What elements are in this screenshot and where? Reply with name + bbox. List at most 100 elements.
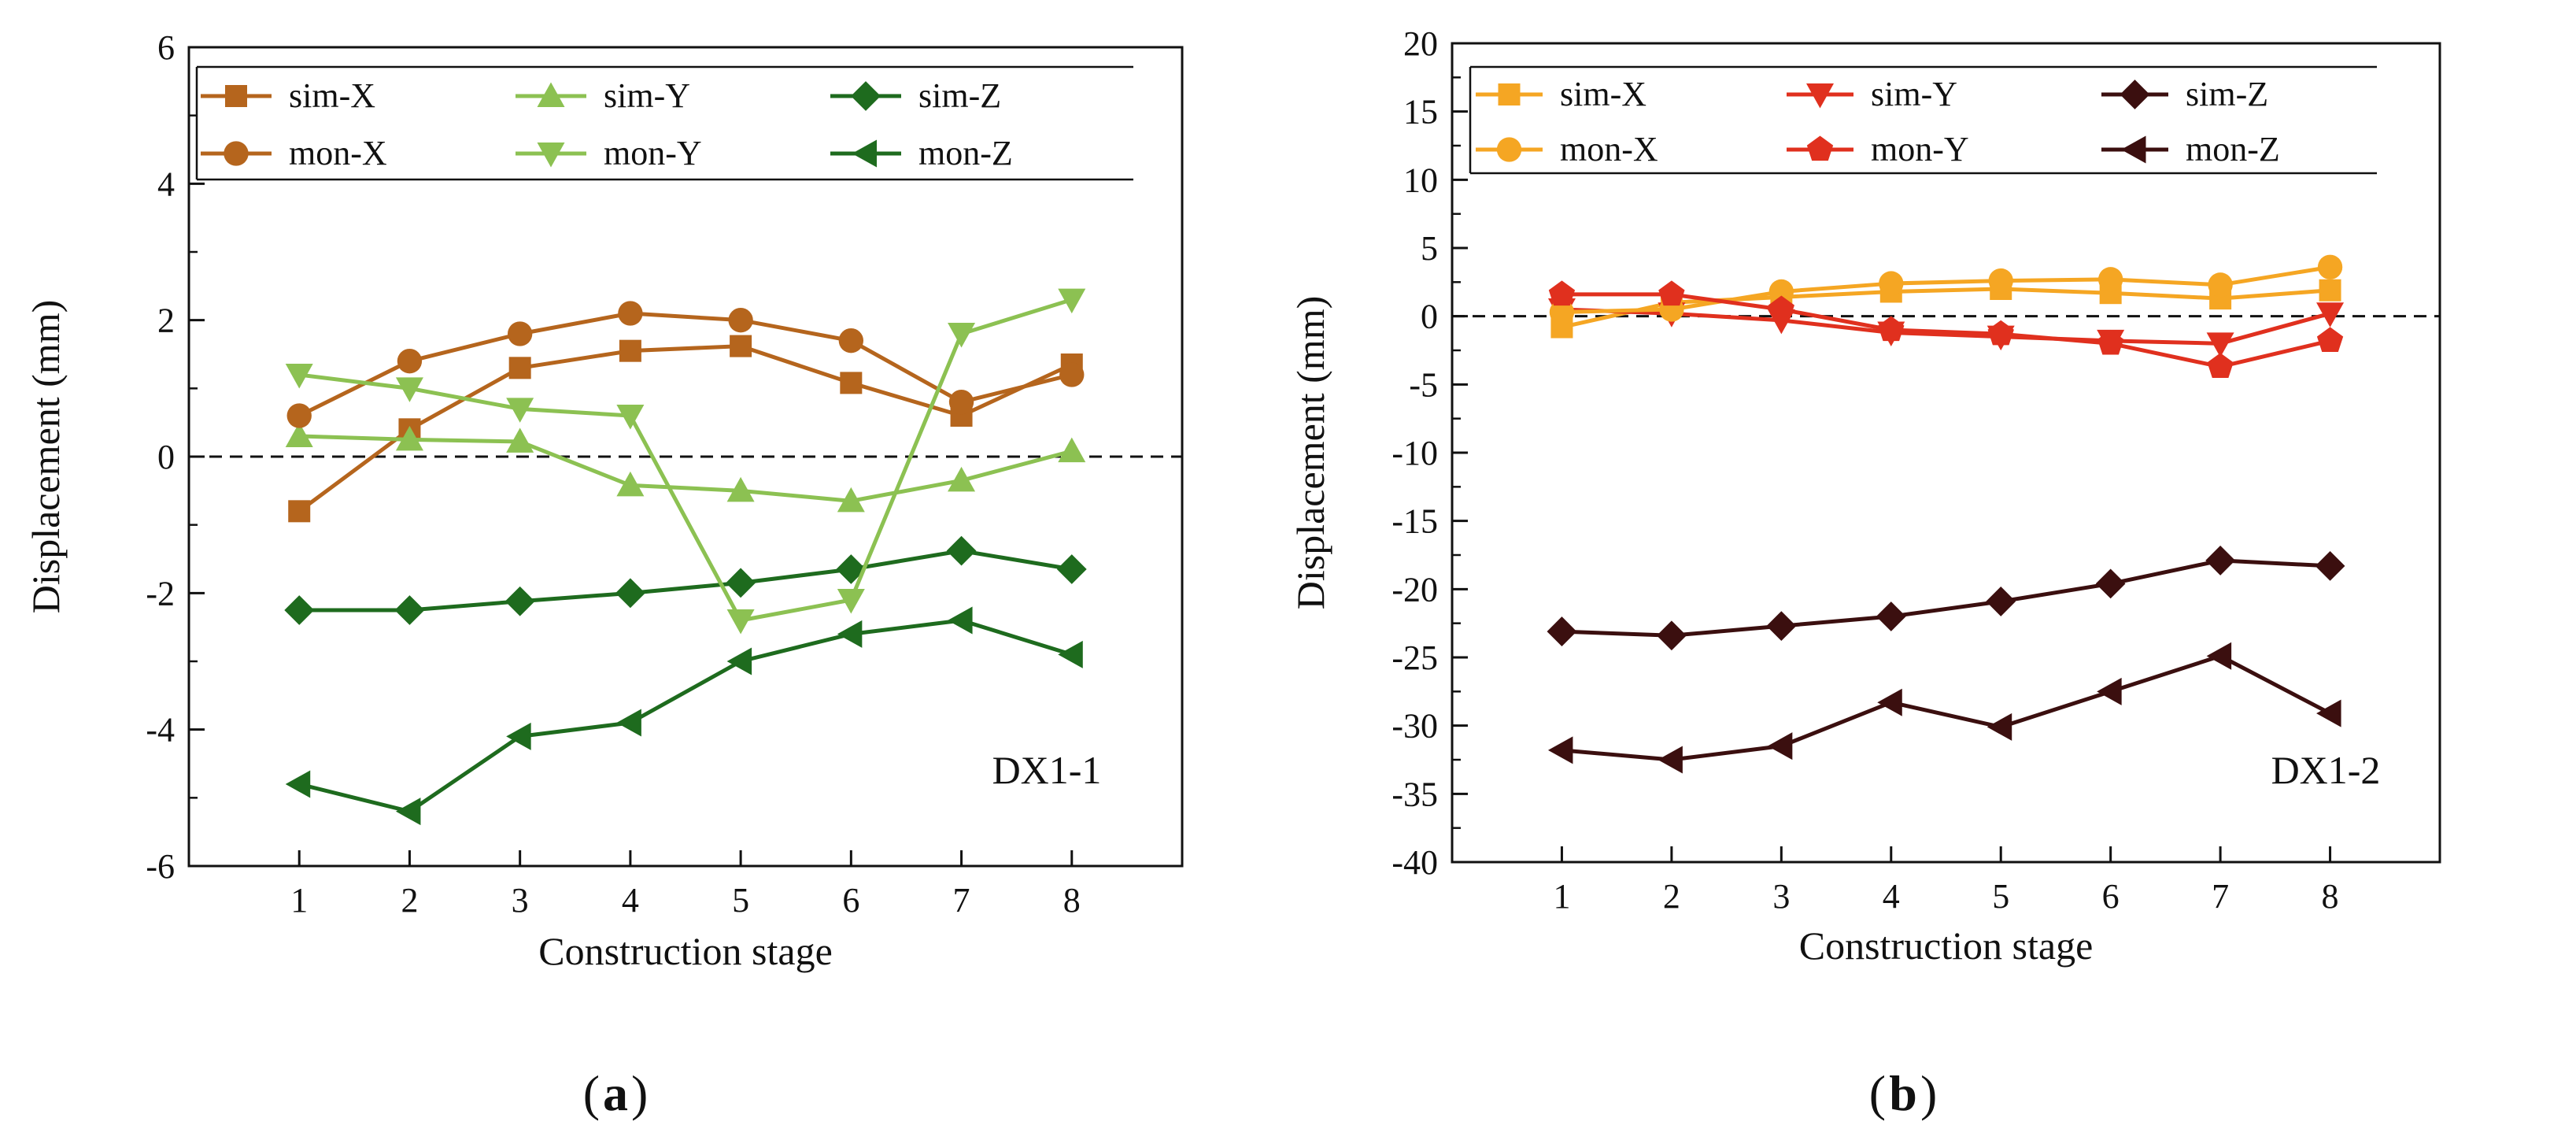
data-point-sim-Z — [1056, 554, 1087, 584]
data-point-mon-Z — [2097, 677, 2122, 705]
x-axis-label: Construction stage — [538, 929, 833, 973]
legend-entry-sim-X: sim-X — [1476, 75, 1646, 113]
legend-a: sim-X sim-Y sim-Z mon-X mon-Y mon-Z — [195, 65, 1133, 181]
data-point-mon-Z — [1547, 736, 1573, 764]
legend-label-sim-Y: sim-Y — [604, 76, 690, 115]
data-point-mon-Z — [1987, 712, 2012, 741]
legend-marker-sim-Z — [851, 81, 881, 111]
data-point-sim-Y — [726, 476, 755, 502]
x-tick-label: 4 — [1883, 877, 1900, 916]
legend-marker-mon-Z — [852, 139, 877, 168]
data-point-sim-X — [840, 372, 863, 394]
legend-entry-mon-Y: mon-Y — [516, 134, 702, 172]
data-point-mon-X — [618, 301, 643, 326]
x-tick-label: 8 — [2322, 877, 2339, 916]
legend-entry-sim-Y: sim-Y — [1787, 75, 1957, 113]
legend-label-sim-Y: sim-Y — [1871, 75, 1957, 113]
data-point-mon-Y — [1768, 295, 1794, 321]
legend-marker-sim-Y — [1806, 83, 1834, 109]
data-point-sim-Z — [726, 568, 756, 598]
data-point-mon-Z — [616, 709, 641, 737]
y-tick-label: -30 — [1391, 707, 1438, 746]
legend-label-sim-Z: sim-Z — [918, 76, 1001, 115]
y-tick-label: -40 — [1391, 843, 1438, 882]
data-point-sim-Z — [1766, 611, 1797, 642]
series-sim-Y — [285, 422, 1086, 513]
legend-entry-mon-Y: mon-Y — [1787, 130, 1969, 168]
y-tick-label: 4 — [157, 165, 175, 203]
data-point-sim-Z — [1656, 620, 1687, 651]
series-mon-Y — [1548, 280, 2344, 378]
data-point-mon-Y — [948, 323, 976, 348]
series-sim-Z — [1547, 546, 2345, 651]
series-line-mon-Z — [298, 618, 1073, 814]
data-point-mon-X — [2317, 254, 2343, 279]
data-point-sim-X — [508, 357, 531, 379]
series-line-sim-Z — [299, 549, 1073, 613]
x-tick-label: 4 — [622, 881, 639, 920]
y-axis-label: Displacement (mm) — [24, 300, 68, 614]
data-point-mon-X — [1059, 362, 1085, 387]
data-point-mon-X — [507, 321, 533, 346]
data-point-sim-Z — [284, 595, 315, 625]
x-tick-label: 7 — [2212, 877, 2229, 916]
legend-marker-sim-Z — [2120, 80, 2150, 109]
x-tick-label: 1 — [1553, 877, 1570, 916]
data-point-sim-Z — [1876, 601, 1906, 631]
data-point-mon-Y — [506, 398, 534, 423]
x-tick-label: 2 — [1663, 877, 1680, 916]
series-line-mon-X — [298, 311, 1073, 418]
data-point-mon-X — [838, 328, 864, 353]
data-point-mon-X — [397, 348, 423, 374]
legend-entry-sim-Z: sim-Z — [830, 76, 1001, 115]
x-tick-label: 7 — [953, 881, 970, 920]
y-tick-label: -2 — [146, 574, 175, 613]
legend-label-sim-Z: sim-Z — [2186, 75, 2268, 113]
data-point-sim-Y — [616, 471, 645, 497]
y-tick-label: 0 — [1421, 298, 1438, 336]
data-point-mon-Z — [2316, 699, 2341, 727]
chart-panel-b: ( b ) -40 -35 -30 -25 -20 -15 -10 -5 0 5 10 15 20 1 2 3… — [1288, 24, 2441, 1121]
series-sim-Z — [284, 535, 1087, 625]
data-point-mon-X — [1549, 299, 1575, 325]
data-point-mon-Z — [726, 647, 752, 675]
legend-label-mon-Z: mon-Z — [2186, 130, 2280, 168]
data-point-mon-X — [1988, 268, 2013, 294]
y-tick-label: 6 — [157, 28, 175, 67]
legend-entry-sim-Y: sim-Y — [516, 76, 690, 115]
x-tick-label: 3 — [1772, 877, 1790, 916]
data-point-mon-Y — [395, 377, 423, 402]
series-mon-Z — [1547, 642, 2341, 774]
legend-label-mon-Y: mon-Y — [1871, 130, 1969, 168]
data-point-sim-Y — [948, 466, 976, 492]
data-point-mon-Y — [1878, 316, 1905, 342]
series-line-mon-Y — [298, 298, 1073, 623]
x-tick-label: 5 — [1992, 877, 2009, 916]
data-point-sim-Z — [946, 535, 977, 566]
legend-entry-mon-X: mon-X — [1476, 130, 1658, 168]
data-point-mon-Z — [837, 620, 863, 648]
data-point-sim-X — [2319, 279, 2341, 302]
series-mon-Z — [285, 606, 1083, 826]
data-point-mon-X — [286, 403, 312, 428]
data-point-mon-Y — [2097, 329, 2124, 355]
legend-label-sim-X: sim-X — [1560, 75, 1646, 113]
x-tick-label: 6 — [2102, 877, 2120, 916]
caption-b-open: ( — [1869, 1065, 1886, 1121]
data-point-mon-Y — [616, 405, 645, 430]
data-point-mon-Y — [2207, 353, 2234, 378]
data-point-sim-Z — [2205, 546, 2236, 576]
caption-a-open: ( — [583, 1065, 600, 1121]
chart-panel-a: ( a ) -6 -4 -2 0 2 4 6 1 2 3 4 5 6 7 8 Construction sta… — [24, 28, 1184, 1121]
y-axis-label: Displacement (mm) — [1288, 296, 1332, 610]
y-tick-label: 5 — [1421, 229, 1438, 268]
data-point-sim-Z — [1547, 616, 1577, 646]
data-point-sim-Y — [2206, 332, 2234, 357]
data-point-mon-Z — [2206, 642, 2232, 670]
data-point-mon-X — [1768, 279, 1794, 305]
legend-marker-sim-X — [225, 85, 247, 107]
data-point-sim-Z — [1986, 587, 2016, 616]
series-line-sim-Y — [299, 434, 1073, 503]
legend-entry-mon-Z: mon-Z — [2101, 130, 2280, 168]
legend-marker-mon-X — [224, 141, 249, 166]
